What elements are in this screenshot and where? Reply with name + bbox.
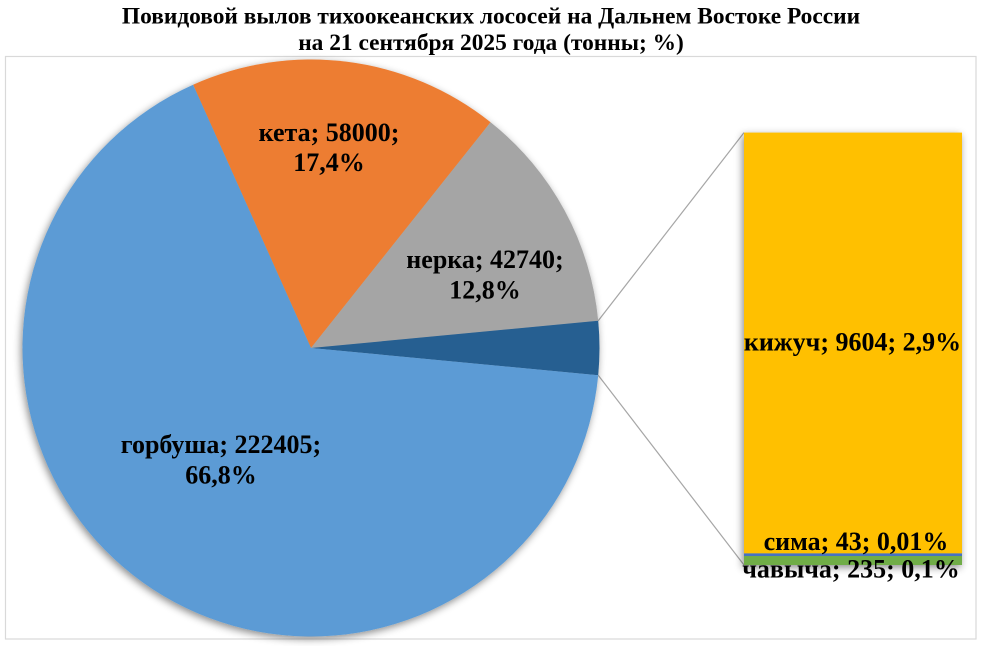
svg-text:66,8%: 66,8% <box>185 460 257 489</box>
svg-text:нерка; 42740;: нерка; 42740; <box>406 245 563 274</box>
svg-text:Повидовой вылов тихоокеанских: Повидовой вылов тихоокеанских лососей на… <box>122 4 860 30</box>
svg-text:12,8%: 12,8% <box>449 275 521 304</box>
svg-text:кижуч; 9604; 2,9%: кижуч; 9604; 2,9% <box>744 327 961 356</box>
svg-text:горбуша; 222405;: горбуша; 222405; <box>121 430 321 459</box>
svg-text:17,4%: 17,4% <box>293 148 365 177</box>
svg-text:кета; 58000;: кета; 58000; <box>259 118 400 147</box>
svg-text:на 21 сентября 2025 года (тонн: на 21 сентября 2025 года (тонны; %) <box>298 30 684 56</box>
svg-text:сима; 43; 0,01%: сима; 43; 0,01% <box>764 527 949 556</box>
svg-text:чавыча; 235; 0,1%: чавыча; 235; 0,1% <box>742 555 959 584</box>
